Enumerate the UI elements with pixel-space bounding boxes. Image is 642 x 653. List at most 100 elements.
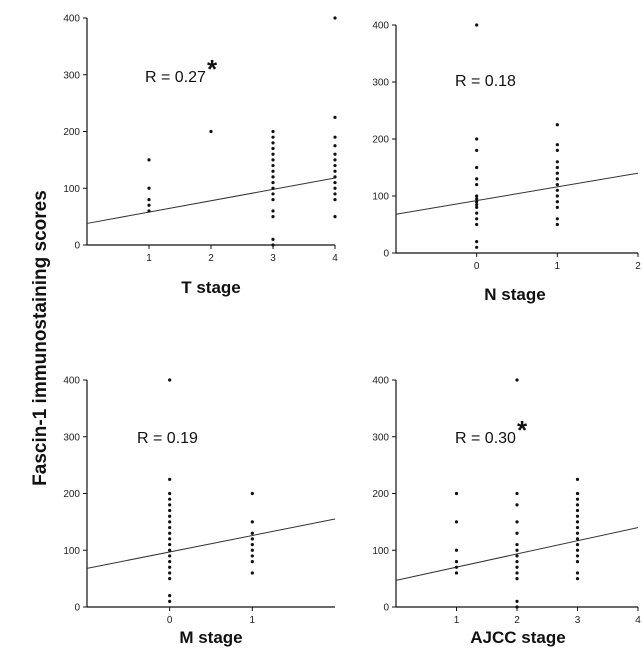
panel-2-data-point xyxy=(555,194,559,198)
panel-4-data-point xyxy=(575,571,580,575)
panel-2-data-point xyxy=(555,165,559,170)
panel-1-data-point xyxy=(333,192,337,196)
panel-4-data-point xyxy=(515,503,519,507)
panel-3-x-tick-label: 1 xyxy=(250,615,256,626)
panel-2-data-point xyxy=(555,143,559,147)
panel-3-x-tick-label: 0 xyxy=(167,615,173,626)
panel-1-data-point xyxy=(271,237,275,241)
panel-4-data-point xyxy=(515,531,519,535)
panel-1-x-tick-label: 4 xyxy=(332,253,338,264)
panel-4-data-point xyxy=(575,477,580,481)
panel-1-data-point xyxy=(147,198,151,202)
panel-2-data-point xyxy=(555,188,559,192)
panel-2-trend-line xyxy=(395,172,639,215)
panel-2-data-point xyxy=(555,183,559,187)
panel-3-y-tick-label: 400 xyxy=(63,376,80,387)
panel-1-data-point xyxy=(271,192,275,196)
panel-4-data-point xyxy=(575,554,580,558)
panel-4-x-tick-label: 1 xyxy=(454,615,460,626)
panel-1-x-tick-label: 2 xyxy=(208,253,214,264)
panel-1-data-point xyxy=(271,175,275,179)
panel-2-data-point xyxy=(475,217,479,221)
panel-3-trend-line xyxy=(86,518,336,569)
panel-2-data-point xyxy=(555,217,559,221)
panel-4-data-point xyxy=(575,542,580,547)
panel-3-data-point xyxy=(168,577,172,581)
panel-3-y-tick-label: 0 xyxy=(74,603,80,614)
panel-2-data-point xyxy=(475,137,479,141)
panel-3-data-point xyxy=(250,554,254,558)
panel-3-data-point xyxy=(168,594,172,598)
panel-1-data-point xyxy=(271,243,275,247)
panel-1-data-point xyxy=(271,169,275,173)
panel-4-x-axis-label: AJCC stage xyxy=(470,628,565,647)
panel-4-data-point xyxy=(575,525,580,530)
panel-1-data-point xyxy=(271,198,275,202)
panel-2-data-point xyxy=(555,123,559,127)
panel-1-data-point xyxy=(209,129,213,134)
panel-4-data-point xyxy=(454,520,459,524)
panel-4-data-point xyxy=(575,537,580,541)
panel-3-data-point xyxy=(168,542,172,547)
panel-4-data-point xyxy=(575,560,580,564)
panel-2-y-tick-label: 200 xyxy=(372,135,389,146)
panel-4-data-point xyxy=(515,599,519,603)
panel-3-data-point xyxy=(168,599,172,603)
panel-4-data-point xyxy=(454,565,459,569)
panel-1-data-point xyxy=(333,198,337,202)
panel-3-y-tick-label: 100 xyxy=(63,546,80,557)
panel-3-data-point xyxy=(168,571,172,575)
panel-2-data-point xyxy=(555,148,559,152)
panel-1-data-point xyxy=(333,169,337,173)
panel-4-data-point xyxy=(575,491,580,496)
panel-3-y-tick-label: 200 xyxy=(63,489,80,500)
panel-4-y-tick-label: 400 xyxy=(372,376,389,387)
panel-4-data-point xyxy=(575,531,580,535)
panel-2-x-tick-label: 2 xyxy=(635,261,641,272)
panel-1-data-point xyxy=(147,209,151,213)
panel-3-data-point xyxy=(250,542,254,547)
panel-1-data-point xyxy=(147,186,151,190)
panel-1-data-point xyxy=(147,203,151,207)
panel-3-data-point xyxy=(168,565,172,569)
panel-2-data-point xyxy=(475,245,479,249)
panel-1-x-tick-label: 3 xyxy=(270,253,276,264)
panel-4-data-point xyxy=(515,560,519,564)
panel-2-y-tick-label: 0 xyxy=(383,249,389,260)
panel-4-data-point xyxy=(454,571,459,575)
panel-3-data-point xyxy=(250,537,254,541)
panel-4-data-point xyxy=(515,548,519,552)
panel-2-data-point xyxy=(475,222,479,227)
panel-1-data-point xyxy=(333,158,337,162)
panel-2-data-point xyxy=(475,240,479,244)
panel-2-data-point xyxy=(475,165,479,170)
panel-4-data-point xyxy=(515,491,519,496)
panel-2-data-point xyxy=(555,205,559,209)
panel-4-data-point xyxy=(454,560,459,564)
panel-4-data-point xyxy=(575,577,580,581)
panel-3-data-point xyxy=(168,537,172,541)
panel-4-x-tick-label: 3 xyxy=(575,615,581,626)
panel-4-data-point xyxy=(515,520,519,524)
panel-3-data-point xyxy=(250,560,254,564)
panel-4-x-tick-label: 4 xyxy=(635,615,641,626)
panel-3-data-point xyxy=(168,477,172,481)
panel-3-data-point xyxy=(250,548,254,552)
panel-3-x-axis-label: M stage xyxy=(179,628,242,647)
panel-2-data-point xyxy=(475,194,479,198)
panel-4-data-point xyxy=(515,571,519,575)
panel-1-data-point xyxy=(271,129,275,134)
panel-3-data-point xyxy=(250,571,254,575)
panel-1-data-point xyxy=(147,158,151,162)
panel-1-data-point xyxy=(333,115,337,119)
panel-1-data-point xyxy=(333,186,337,190)
panel-4-data-point xyxy=(515,542,519,547)
panel-4-data-point xyxy=(454,491,459,496)
panel-2-data-point xyxy=(475,200,479,204)
panel-2-data-point xyxy=(475,177,479,181)
panel-2-data-point xyxy=(555,160,559,164)
panel-4-data-point xyxy=(515,605,519,609)
panel-2-data-point xyxy=(475,211,479,215)
panel-2-correlation-label: R = 0.18 xyxy=(455,73,516,90)
